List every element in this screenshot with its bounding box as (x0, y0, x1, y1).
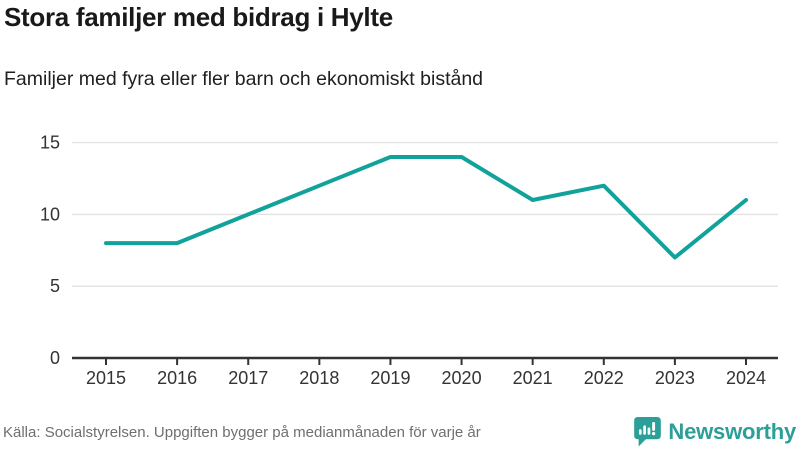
x-tick-label-2016: 2016 (157, 368, 197, 388)
x-axis-labels: 2015 2016 2017 2018 2019 2020 2021 2022 2023 2024 (86, 368, 766, 388)
y-axis-labels: 0 5 10 15 (40, 133, 60, 368)
x-tick-label-2022: 2022 (584, 368, 624, 388)
chart-title: Stora familjer med bidrag i Hylte (4, 2, 393, 32)
x-tick-label-2019: 2019 (370, 368, 410, 388)
source-note: Källa: Socialstyrelsen. Uppgiften bygger… (3, 423, 481, 441)
x-tick-label-2017: 2017 (228, 368, 268, 388)
y-gridlines (72, 141, 778, 287)
newsworthy-logo: Newsworthy (634, 417, 796, 447)
y-tick-label-15: 15 (40, 133, 60, 153)
x-tick-label-2020: 2020 (442, 368, 482, 388)
y-tick-label-5: 5 (50, 276, 60, 296)
y-tick-label-0: 0 (50, 348, 60, 368)
x-tick-label-2018: 2018 (299, 368, 339, 388)
x-tick-label-2023: 2023 (655, 368, 695, 388)
newsworthy-logo-text: Newsworthy (668, 419, 796, 444)
footer: Källa: Socialstyrelsen. Uppgiften bygger… (0, 417, 800, 447)
data-line-series (104, 155, 748, 260)
x-tick-label-2021: 2021 (513, 368, 553, 388)
y-tick-label-10: 10 (40, 204, 60, 224)
x-ticks (105, 358, 747, 365)
x-tick-label-2024: 2024 (726, 368, 766, 388)
chart-subtitle: Familjer med fyra eller fler barn och ek… (4, 68, 484, 90)
newsworthy-icon (634, 417, 662, 447)
x-tick-label-2015: 2015 (86, 368, 126, 388)
